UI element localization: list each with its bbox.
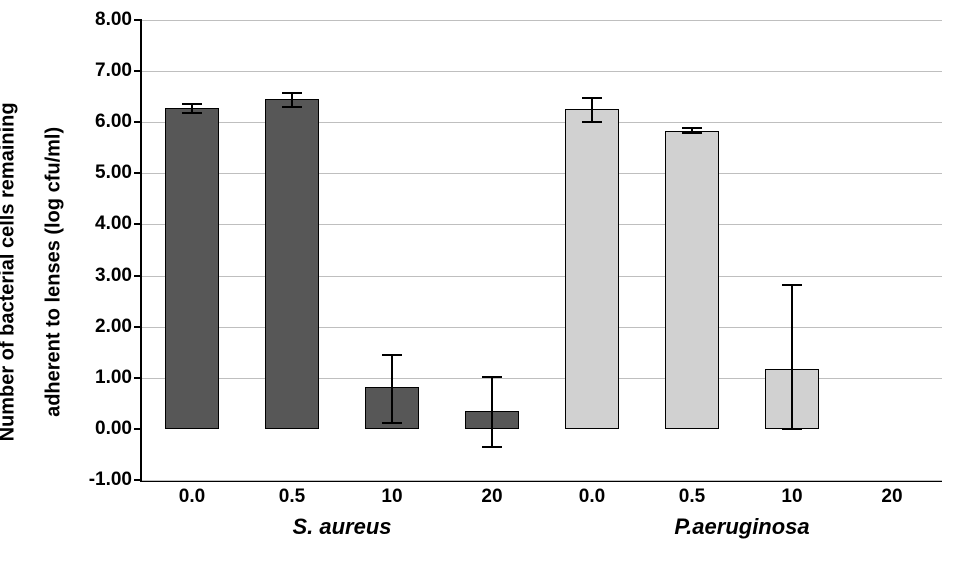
error-cap: [482, 446, 502, 448]
y-tick-label: 4.00: [72, 213, 132, 235]
y-tick-label: 3.00: [72, 265, 132, 287]
x-group-label: S. aureus: [292, 514, 391, 540]
error-cap: [782, 428, 802, 430]
y-tick-mark: [134, 428, 142, 430]
error-bar: [291, 93, 293, 107]
y-tick-mark: [134, 275, 142, 277]
error-cap: [282, 106, 302, 108]
error-cap: [182, 103, 202, 105]
y-tick-label: 6.00: [72, 111, 132, 133]
x-tick-label: 10: [381, 486, 402, 508]
y-tick-label: 0.00: [72, 418, 132, 440]
grid-line: [142, 480, 942, 481]
y-tick-label: 5.00: [72, 162, 132, 184]
grid-line: [142, 224, 942, 225]
x-tick-label: 20: [481, 486, 502, 508]
y-tick-mark: [134, 19, 142, 21]
grid-line: [142, 173, 942, 174]
grid-line: [142, 276, 942, 277]
error-cap: [582, 97, 602, 99]
chart-container: Number of bacterial cells remaining adhe…: [0, 0, 975, 566]
grid-line: [142, 71, 942, 72]
y-tick-mark: [134, 479, 142, 481]
y-tick-label: 7.00: [72, 60, 132, 82]
error-cap: [282, 92, 302, 94]
grid-line: [142, 327, 942, 328]
y-tick-label: -1.00: [72, 469, 132, 491]
y-tick-label: 2.00: [72, 316, 132, 338]
y-tick-mark: [134, 326, 142, 328]
plot-area: -1.000.001.002.003.004.005.006.007.008.0…: [140, 20, 942, 482]
error-cap: [382, 354, 402, 356]
y-axis-label-line2: adherent to lenses (log cfu/ml): [43, 127, 65, 417]
y-tick-mark: [134, 172, 142, 174]
y-tick-mark: [134, 223, 142, 225]
x-tick-label: 0.0: [179, 486, 205, 508]
y-tick-label: 1.00: [72, 367, 132, 389]
error-cap: [382, 422, 402, 424]
error-cap: [182, 112, 202, 114]
x-tick-label: 0.5: [679, 486, 705, 508]
grid-line: [142, 378, 942, 379]
bar: [565, 109, 619, 428]
error-bar: [491, 377, 493, 447]
bar: [165, 108, 219, 429]
x-tick-label: 20: [881, 486, 902, 508]
bar: [665, 131, 719, 428]
x-tick-label: 0.0: [579, 486, 605, 508]
error-cap: [782, 284, 802, 286]
grid-line: [142, 20, 942, 21]
error-cap: [482, 376, 502, 378]
error-cap: [582, 121, 602, 123]
y-tick-mark: [134, 121, 142, 123]
x-tick-label: 10: [781, 486, 802, 508]
error-bar: [791, 285, 793, 429]
x-group-label: P.aeruginosa: [674, 514, 809, 540]
bar: [265, 99, 319, 429]
grid-line: [142, 122, 942, 123]
error-bar: [391, 355, 393, 423]
error-cap: [682, 127, 702, 129]
y-tick-label: 8.00: [72, 9, 132, 31]
error-bar: [591, 98, 593, 123]
x-tick-label: 0.5: [279, 486, 305, 508]
y-tick-mark: [134, 377, 142, 379]
y-axis-label-line1: Number of bacterial cells remaining: [0, 102, 19, 441]
error-cap: [682, 132, 702, 134]
y-tick-mark: [134, 70, 142, 72]
